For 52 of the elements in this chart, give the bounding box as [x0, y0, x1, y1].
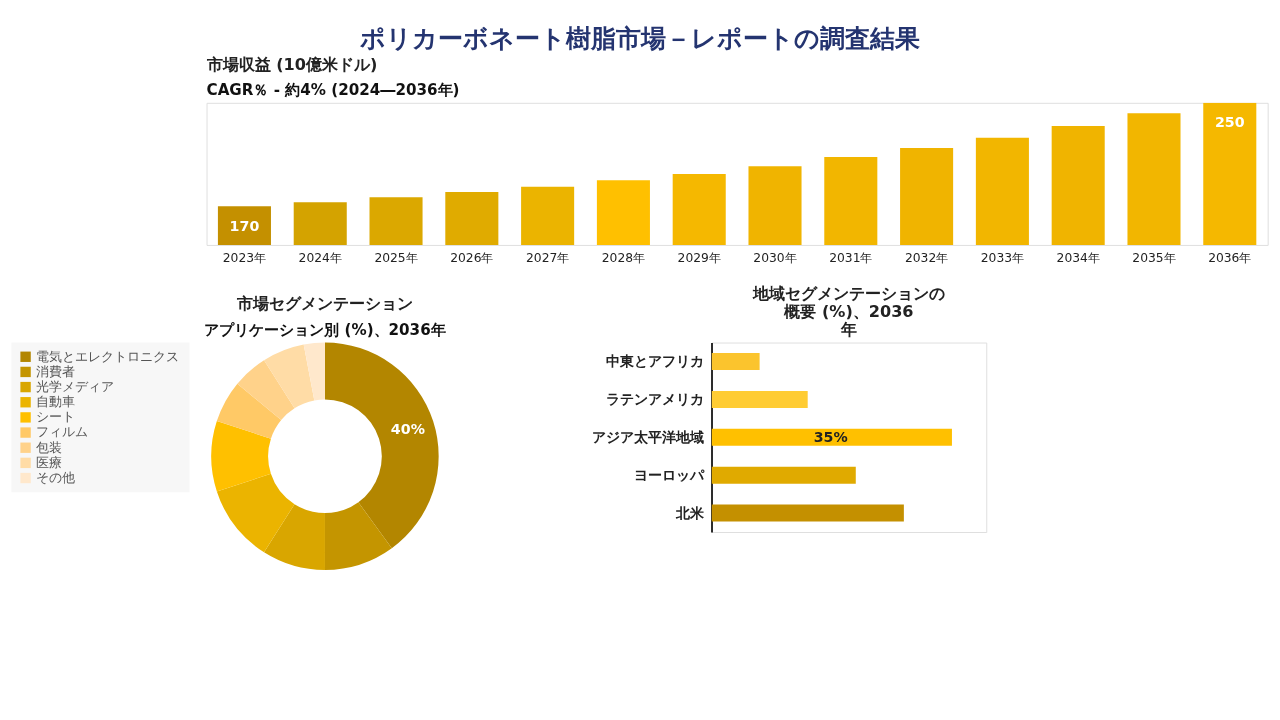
legend-label: 電気とエレクトロニクス: [36, 348, 179, 364]
bar: [711, 352, 760, 371]
chart-title: 地域セグメンテーションの概要 (%)、2036 年: [751, 283, 945, 339]
chart-subtitle: 市場収益 (10億米ドル): [205, 54, 378, 74]
bar: [711, 504, 904, 522]
donut-slice: [324, 342, 439, 549]
x-tick-label: 2026年: [450, 251, 494, 266]
bar: [711, 428, 952, 446]
x-tick-label: 2032年: [904, 251, 949, 266]
y-tick-label: 北米: [675, 504, 706, 521]
y-tick-label: ラテンアメリカ: [606, 391, 705, 408]
donut-slice: [264, 504, 325, 570]
x-tick-label: 2034年: [1056, 251, 1100, 266]
legend-label: 消費者: [36, 363, 75, 379]
donut-slice: [216, 473, 295, 553]
x-tick-label: 2036年: [1208, 251, 1252, 266]
legend-label: 自動車: [36, 394, 75, 410]
x-tick-label: 2031年: [829, 251, 873, 266]
legend-label: シート: [36, 409, 75, 425]
x-tick-label: 2029年: [677, 251, 721, 266]
donut-slice: [211, 421, 271, 492]
y-tick-label: ヨーロッパ: [634, 466, 706, 483]
donut-slice: [303, 342, 325, 401]
donut-slice: [237, 360, 295, 421]
legend-label: その他: [36, 469, 75, 485]
chart-title: 市場セグメンテーション: [235, 294, 413, 314]
data-label: 35%: [813, 429, 848, 446]
text: CAGR％ - 約4% (2024―2036年): [206, 81, 460, 100]
donut-slice: [324, 502, 392, 570]
x-tick-label: 2035年: [1132, 251, 1176, 266]
legend-label: 光学メディア: [36, 378, 114, 394]
y-tick-label: 中東とアフリカ: [606, 353, 705, 370]
x-tick-label: 2028年: [601, 251, 646, 266]
chart-title: ポリカーボネート樹脂市場－レポートの調査結果: [359, 24, 920, 54]
bar: [711, 466, 856, 484]
x-tick-label: 2025年: [374, 251, 418, 266]
data-label: 250: [1214, 114, 1245, 131]
legend-label: 医療: [36, 454, 62, 470]
bar: [711, 390, 808, 408]
x-tick-label: 2024年: [298, 251, 342, 266]
data-label: 170: [229, 217, 260, 234]
legend-label: フィルム: [36, 424, 88, 440]
chart-subtitle: アプリケーション別 (%)、2036年: [204, 320, 446, 339]
x-tick-label: 2030年: [753, 251, 797, 266]
legend-label: 包装: [36, 439, 62, 455]
data-label: 40%: [390, 421, 425, 438]
x-tick-label: 2027年: [525, 251, 570, 266]
y-tick-label: アジア太平洋地域: [592, 429, 705, 446]
donut-slice: [216, 383, 282, 439]
x-tick-label: 2033年: [980, 251, 1025, 266]
donut-slice: [264, 344, 315, 409]
x-tick-label: 2023年: [222, 251, 267, 266]
